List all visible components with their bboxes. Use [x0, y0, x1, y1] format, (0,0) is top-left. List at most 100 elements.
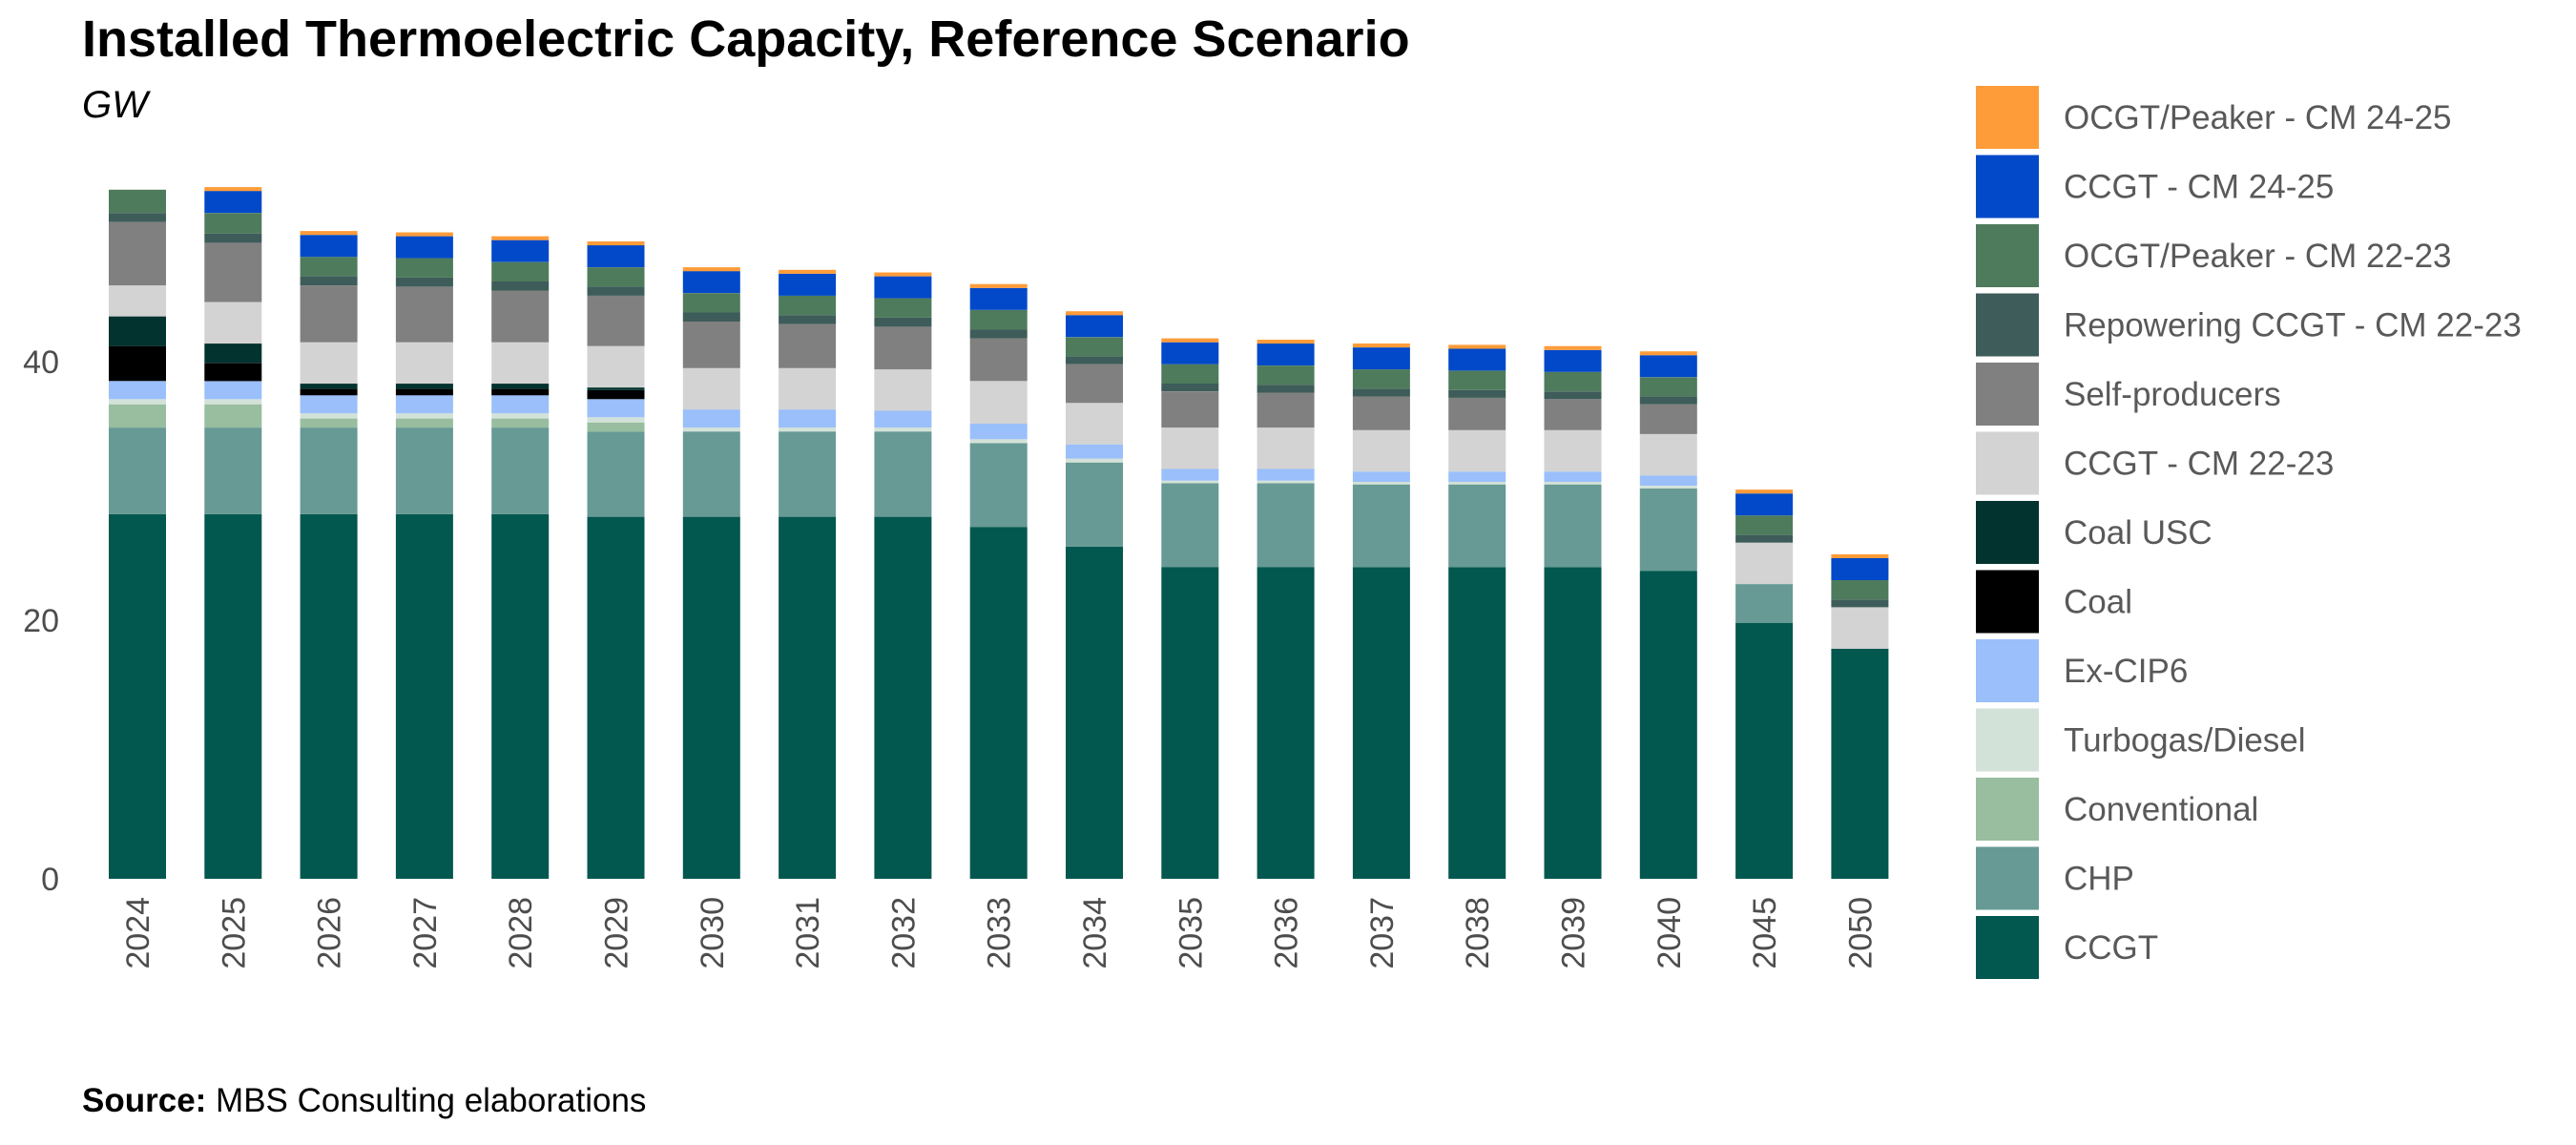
bar-2029-series-4: [587, 399, 645, 418]
legend-label-6: Coal USC: [2064, 514, 2212, 552]
x-tick-label-2031: 2031: [790, 897, 826, 969]
bar-2027-series-2: [395, 418, 453, 428]
bar-2037-series-12: [1352, 344, 1410, 348]
bar-2050-series-10: [1831, 580, 1889, 600]
bar-2040-series-11: [1639, 355, 1697, 378]
legend-label-8: Ex-CIP6: [2064, 653, 2188, 690]
bar-2031-series-12: [779, 269, 837, 274]
bar-2045-series-11: [1735, 493, 1794, 516]
bar-2045-series-1: [1735, 584, 1794, 623]
bar-2036-series-9: [1257, 385, 1315, 393]
legend-label-4: Self-producers: [2064, 376, 2281, 413]
bar-2028-series-9: [491, 281, 550, 291]
bar-2026-series-12: [300, 231, 358, 236]
bar-2040-series-7: [1639, 433, 1697, 476]
bar-2029-series-12: [587, 241, 645, 246]
bar-2040-series-12: [1639, 351, 1697, 356]
x-tick-label-2036: 2036: [1269, 897, 1305, 969]
bar-2026-series-4: [300, 395, 358, 414]
bar-2024-series-10: [109, 189, 166, 214]
bar-2035-series-11: [1161, 342, 1219, 364]
bar-2031-series-4: [779, 409, 837, 428]
bar-2027-series-1: [395, 427, 453, 514]
bar-2030-series-11: [682, 271, 740, 294]
bar-2025-series-5: [204, 363, 262, 382]
bar-2032-series-12: [874, 272, 932, 277]
bar-2036-series-1: [1257, 483, 1315, 568]
x-tick-label-2035: 2035: [1173, 897, 1209, 969]
legend-label-11: CHP: [2064, 861, 2134, 898]
bar-2040-series-9: [1639, 396, 1697, 405]
source-note: Source: MBS Consulting elaborations: [82, 1082, 646, 1120]
bar-2028-series-3: [491, 413, 550, 419]
bar-2032-series-3: [874, 427, 932, 432]
legend-swatch-8: [1976, 639, 2039, 702]
bar-2035-series-0: [1161, 567, 1219, 879]
bar-2024-series-7: [109, 285, 166, 317]
bar-2034-series-9: [1066, 356, 1123, 364]
bar-2029-series-1: [587, 431, 645, 517]
bar-2025-series-6: [204, 344, 262, 364]
bar-2032-series-0: [874, 516, 932, 879]
bar-2029-series-5: [587, 389, 645, 400]
bar-2038-series-10: [1448, 370, 1506, 390]
bar-2034-series-3: [1066, 458, 1123, 463]
bar-2039-series-10: [1544, 371, 1602, 392]
bar-2037-series-3: [1352, 482, 1410, 485]
bar-2036-series-8: [1257, 392, 1315, 428]
bar-2036-series-7: [1257, 427, 1315, 469]
bar-2025-series-11: [204, 191, 262, 214]
bar-2037-series-8: [1352, 396, 1410, 430]
bar-2038-series-8: [1448, 397, 1506, 430]
bar-2030-series-10: [682, 293, 740, 313]
bar-2032-series-9: [874, 317, 932, 327]
bar-2036-series-12: [1257, 340, 1315, 344]
source-text: MBS Consulting elaborations: [216, 1082, 647, 1119]
bar-2031-series-8: [779, 323, 837, 368]
bar-2033-series-12: [969, 283, 1028, 288]
bar-2030-series-8: [682, 322, 740, 368]
bar-2028-series-4: [491, 395, 550, 414]
bar-2039-series-0: [1544, 567, 1602, 879]
bar-2036-series-0: [1257, 567, 1315, 879]
legend-swatch-11: [1976, 846, 2039, 910]
bar-2040-series-4: [1639, 475, 1697, 486]
x-tick-label-2026: 2026: [312, 897, 348, 969]
bar-2035-series-9: [1161, 384, 1219, 392]
legend-swatch-1: [1976, 155, 2039, 219]
bar-2025-series-9: [204, 233, 262, 243]
bar-2045-series-9: [1735, 534, 1794, 543]
bar-2024-series-0: [109, 513, 166, 879]
chart-subtitle: GW: [82, 84, 148, 126]
bar-2037-series-1: [1352, 484, 1410, 568]
bar-2035-series-4: [1161, 468, 1219, 481]
bar-2034-series-10: [1066, 337, 1123, 357]
bar-2026-series-5: [300, 388, 358, 396]
bar-2027-series-8: [395, 286, 453, 343]
bar-2032-series-11: [874, 276, 932, 299]
bar-2040-series-8: [1639, 404, 1697, 434]
bar-2024-series-3: [109, 399, 166, 405]
bar-2025-series-1: [204, 427, 262, 514]
bar-2027-series-9: [395, 277, 453, 287]
bar-2028-series-8: [491, 290, 550, 343]
bar-2045-series-0: [1735, 622, 1794, 879]
bar-2028-series-11: [491, 239, 550, 262]
bar-2040-series-0: [1639, 571, 1697, 879]
x-tick-label-2050: 2050: [1842, 897, 1879, 969]
bar-2033-series-4: [969, 424, 1028, 440]
legend-swatch-5: [1976, 431, 2039, 495]
bar-2026-series-10: [300, 257, 358, 277]
bar-2039-series-8: [1544, 399, 1602, 430]
bar-2038-series-7: [1448, 429, 1506, 472]
bar-2030-series-12: [682, 267, 740, 272]
bar-2027-series-7: [395, 342, 453, 385]
bar-2035-series-8: [1161, 391, 1219, 428]
bar-2034-series-0: [1066, 546, 1123, 879]
bar-2026-series-0: [300, 513, 358, 879]
bar-2026-series-9: [300, 276, 358, 286]
bar-2024-series-6: [109, 316, 166, 346]
bar-2038-series-4: [1448, 471, 1506, 482]
legend-swatch-6: [1976, 501, 2039, 564]
